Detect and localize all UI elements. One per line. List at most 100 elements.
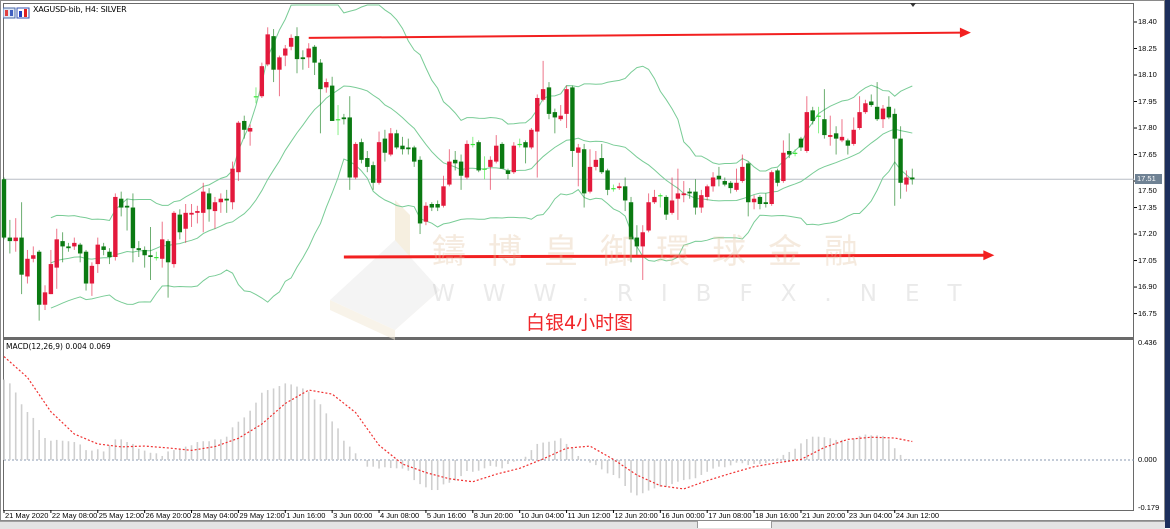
candle [277, 55, 282, 97]
support-arrow [343, 250, 995, 261]
candle [681, 181, 686, 203]
bollinger-middle-band [50, 85, 913, 264]
candle [822, 89, 827, 139]
candle [83, 249, 89, 291]
pane-separator[interactable] [3, 337, 1134, 340]
watermark-url: WWW.RIBFX.NET [432, 281, 990, 307]
time-tick-label: 26 May 20:00 [145, 511, 192, 520]
candle [247, 124, 253, 146]
candle [412, 145, 417, 167]
candle-body [494, 145, 499, 162]
candle [833, 126, 839, 155]
candle-body [195, 211, 200, 213]
candle [476, 140, 481, 173]
shift-marker-icon[interactable] [910, 3, 916, 7]
candle-body [183, 212, 188, 229]
chart-tab-active[interactable] [697, 521, 772, 528]
candle [705, 184, 710, 201]
candle [464, 140, 470, 180]
candle-body [441, 186, 446, 206]
candle-body [482, 168, 487, 170]
candle-body [681, 193, 686, 196]
candle [353, 142, 358, 180]
candle [505, 168, 511, 180]
candle-body [77, 244, 83, 254]
price-tick-label: 17.35 [1138, 202, 1157, 212]
time-tick-label: 18 Jun 16:00 [755, 511, 799, 520]
candle-body [201, 191, 206, 213]
candle [558, 105, 563, 121]
candle-body [101, 246, 106, 250]
candle [89, 262, 95, 296]
candle [42, 285, 48, 311]
candle [605, 168, 610, 196]
candle [470, 136, 475, 148]
candle [904, 170, 909, 192]
candle [710, 172, 716, 192]
bollinger-upper-band [50, 4, 913, 222]
candle-body [839, 136, 845, 141]
candle-body [710, 177, 716, 187]
candle [171, 211, 177, 268]
candle-body [341, 117, 347, 120]
candle [130, 193, 136, 263]
candle-body [458, 161, 464, 176]
price-tick-label: 18.40 [1138, 17, 1157, 26]
candle [294, 27, 300, 74]
candle [658, 193, 663, 208]
candle-body [142, 249, 147, 256]
candle [622, 177, 628, 212]
candle-body [640, 232, 645, 247]
candle [236, 120, 241, 182]
candle [300, 50, 306, 70]
candle [341, 113, 347, 125]
candle [775, 168, 780, 187]
candle-body [775, 170, 780, 183]
candle [511, 142, 517, 174]
candle [19, 202, 24, 295]
candle-body [763, 202, 768, 205]
candle [576, 143, 581, 187]
candle [271, 29, 276, 83]
candle [863, 99, 868, 114]
candle-body [347, 117, 352, 178]
arrow-head-icon [959, 27, 971, 38]
candle-body [617, 186, 622, 189]
candle [195, 205, 200, 224]
candle [611, 184, 616, 192]
candle-body [757, 196, 763, 205]
candle [453, 150, 458, 171]
time-tick-label: 17 Jun 08:00 [708, 511, 752, 520]
candle [7, 219, 13, 254]
candle [874, 82, 880, 121]
time-tick-label: 16 Jun 00:00 [661, 511, 705, 520]
candle-body [611, 188, 616, 190]
time-tick-label: 8 Jun 20:00 [473, 511, 513, 520]
candle [376, 131, 382, 185]
candle-body [335, 119, 341, 121]
candle-body [124, 205, 130, 208]
candle-body [699, 195, 704, 208]
candle-body [382, 138, 388, 153]
candle [382, 129, 388, 162]
candle-body [687, 191, 692, 194]
candle [494, 135, 499, 164]
candle [324, 78, 329, 93]
candle-body [177, 214, 182, 233]
candle-body [769, 172, 774, 205]
candle [663, 195, 669, 220]
candle [828, 115, 833, 146]
candle-body [236, 122, 241, 173]
candle [218, 193, 224, 213]
candle [499, 142, 505, 169]
candle [148, 226, 153, 280]
candle-body [845, 140, 851, 146]
candle [406, 138, 411, 155]
candle-body [388, 133, 393, 155]
candle-body [863, 103, 868, 113]
candle [107, 248, 112, 265]
candle [177, 209, 182, 240]
candle-body [593, 159, 599, 167]
candle [54, 228, 59, 289]
